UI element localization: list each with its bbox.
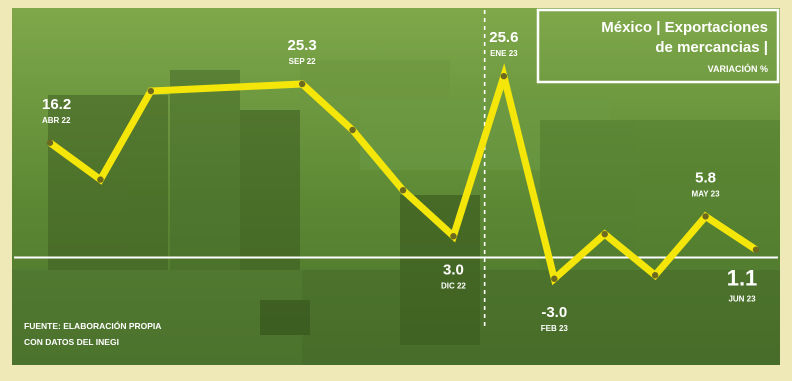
value-label-abr-22: 16.2: [42, 96, 71, 113]
data-point-oct-22: [349, 126, 356, 134]
background-containers: [12, 60, 780, 365]
value-label-ene-23: 25.6: [489, 29, 518, 46]
value-label-may-23: 5.8: [695, 169, 716, 186]
date-label-may-23: MAY 23: [692, 189, 721, 198]
date-label-jun-23: JUN 23: [728, 295, 756, 304]
legend-title-line1: México | Exportaciones: [601, 19, 768, 36]
date-label-ene-23: ENE 23: [490, 49, 518, 58]
data-point-jun-22: [147, 87, 155, 95]
plot-area: 16.2 ABR 22 25.3 SEP 22 3.0 DIC 22 25.6 ENE 23 -…: [14, 10, 778, 333]
date-label-dic-22: DIC 22: [441, 281, 466, 290]
data-point-abr-22: [46, 139, 54, 146]
data-point-mar-23: [601, 230, 608, 238]
date-label-feb-23: FEB 23: [541, 324, 569, 333]
data-point-abr-23: [651, 272, 659, 279]
date-label-sep-22: SEP 22: [289, 57, 317, 66]
value-label-jun-23: 1.1: [727, 266, 758, 291]
value-label-sep-22: 25.3: [288, 37, 317, 54]
legend-title-line3: VARIACIÓN %: [708, 63, 768, 74]
data-point-sep-22: [298, 80, 306, 88]
value-label-feb-23: -3.0: [541, 304, 567, 321]
data-point-feb-23: [551, 275, 558, 282]
data-point-dic-22: [450, 233, 457, 240]
data-point-may-23: [702, 213, 709, 220]
data-point-jun-23: [752, 246, 760, 253]
legend-box: México | Exportaciones de mercancias | V…: [536, 8, 780, 84]
legend-title-line2: de mercancias |: [655, 39, 768, 56]
value-label-dic-22: 3.0: [443, 261, 464, 278]
data-point-ene-23: [500, 72, 508, 80]
data-point-may-22: [97, 176, 104, 183]
date-label-abr-22: ABR 22: [42, 116, 71, 125]
source-line2: CON DATOS DEL INEGI: [24, 337, 119, 347]
data-point-nov-22: [399, 187, 407, 194]
source-line1: FUENTE: ELABORACIÓN PROPIA: [24, 320, 161, 331]
